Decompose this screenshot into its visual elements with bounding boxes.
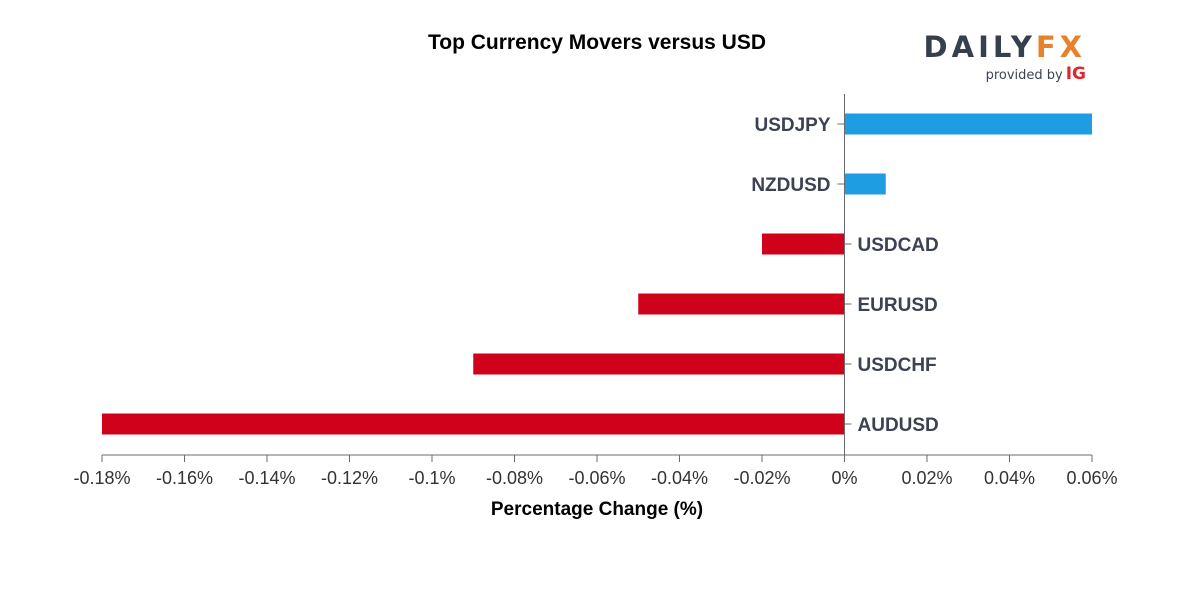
bar-usdjpy [844,113,1092,135]
x-tick-label-9: 0% [831,468,857,488]
x-tick-label-3: -0.12% [321,468,378,488]
x-axis-title: Percentage Change (%) [491,499,703,520]
labels-layer: USDJPY NZDUSD USDCAD EURUSD USDCHF AUDUSD -0.1… [73,115,1117,488]
x-tick-label-11: 0.04% [984,468,1035,488]
x-tick-label-1: -0.16% [156,468,213,488]
axis-layer [101,94,1093,462]
category-label-usdcad: USDCAD [858,235,939,256]
bar-usdcad [762,233,845,255]
logo-daily-text: DAILY [923,30,1036,64]
x-tick-label-0: -0.18% [73,468,130,488]
category-label-usdchf: USDCHF [858,355,937,376]
x-tick-label-6: -0.06% [568,468,625,488]
logo-tagline: provided by IG [986,64,1086,84]
bar-usdchf [473,353,845,375]
logo-ig-text: IG [1065,64,1086,84]
bar-eurusd [638,293,845,315]
x-tick-label-8: -0.02% [733,468,790,488]
bar-nzdusd [844,173,886,195]
x-tick-label-5: -0.08% [486,468,543,488]
x-tick-label-4: -0.1% [408,468,455,488]
dailyfx-logo: DAILYFX provided by IG [924,30,1090,84]
logo-fx-text: FX [1035,30,1086,64]
x-tick-label-7: -0.04% [651,468,708,488]
category-label-audusd: AUDUSD [858,415,939,436]
x-tick-label-10: 0.02% [901,468,952,488]
bar-audusd [102,413,845,435]
logo-provided-by: provided by [985,68,1063,83]
category-label-usdjpy: USDJPY [754,115,830,136]
logo-wordmark: DAILYFX [924,30,1086,64]
category-label-eurusd: EURUSD [858,295,938,316]
bars-layer [102,113,1092,435]
x-tick-label-12: 0.06% [1066,468,1117,488]
chart-title: Top Currency Movers versus USD [427,31,767,54]
x-tick-label-2: -0.14% [238,468,295,488]
category-label-nzdusd: NZDUSD [751,175,830,196]
